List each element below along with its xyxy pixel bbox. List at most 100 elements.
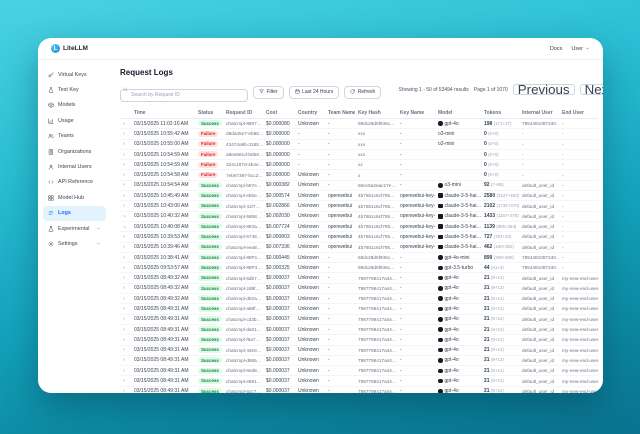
sidebar-item-logs[interactable]: Logs xyxy=(43,205,106,221)
expand-chevron-icon[interactable]: › xyxy=(123,192,125,199)
previous-page-button[interactable]: Previous xyxy=(512,82,575,97)
cell-cost: $0.000000 xyxy=(263,149,295,161)
table-row[interactable]: › 03/15/2025 10:43:00 AM Success chatcmp… xyxy=(120,200,598,212)
expand-chevron-icon[interactable]: › xyxy=(123,203,125,210)
table-row[interactable]: › 03/15/2025 08:49:32 AM Success chatcmp… xyxy=(120,272,598,284)
table-row[interactable]: › 03/15/2025 08:49:31 AM Success chatcmp… xyxy=(120,386,598,393)
expand-chevron-icon[interactable]: › xyxy=(123,388,125,393)
expand-chevron-icon[interactable]: › xyxy=(123,244,125,251)
cell-key-name: - xyxy=(397,272,435,284)
expand-chevron-icon[interactable]: › xyxy=(123,275,125,282)
sidebar-item-internal-users[interactable]: Internal Users xyxy=(43,159,106,174)
refresh-button[interactable]: Refresh xyxy=(344,85,382,99)
table-row[interactable]: › 03/15/2025 08:49:31 AM Success chatcmp… xyxy=(120,355,598,367)
expand-chevron-icon[interactable]: › xyxy=(123,367,125,374)
table-row[interactable]: › 03/15/2025 08:49:31 AM Success chatcmp… xyxy=(120,375,598,387)
expand-chevron-icon[interactable]: › xyxy=(123,151,125,158)
sidebar-item-models[interactable]: Models xyxy=(43,98,106,113)
provider-icon xyxy=(438,203,443,209)
expand-chevron-icon[interactable]: › xyxy=(123,264,125,271)
logs-table-container: Time Status Request ID Cost Country Team Name… xyxy=(120,107,603,393)
table-row[interactable]: › 03/15/2025 10:55:00 AM Failure 43474a9… xyxy=(120,139,598,150)
cell-end-user: - xyxy=(559,139,598,150)
filter-button[interactable]: Filter xyxy=(253,85,284,99)
status-badge: Success xyxy=(198,223,222,230)
sidebar-item-organizations[interactable]: Organizations xyxy=(43,144,106,159)
table-row[interactable]: › 03/15/2025 10:39:46 AM Success chatcmp… xyxy=(120,242,598,253)
expand-chevron-icon[interactable]: › xyxy=(123,161,125,168)
sidebar-item-api-reference[interactable]: API Reference xyxy=(43,175,106,190)
expand-column-header xyxy=(120,107,131,119)
table-row[interactable]: › 03/15/2025 10:54:58 AM Failure 7eb6738… xyxy=(120,169,598,181)
sidebar-item-settings[interactable]: Settings xyxy=(43,236,106,251)
table-row[interactable]: › 03/15/2025 09:53:57 AM Success chatcmp… xyxy=(120,262,598,274)
expand-chevron-icon[interactable]: › xyxy=(123,130,125,137)
expand-chevron-icon[interactable]: › xyxy=(123,378,125,385)
sidebar-item-model-hub[interactable]: Model Hub xyxy=(43,190,106,205)
cell-request-id: chatcmpl-a88f… xyxy=(223,303,263,315)
cell-team-name: - xyxy=(325,283,355,295)
user-menu[interactable]: User xyxy=(571,46,590,52)
table-row[interactable]: › 03/15/2025 10:39:53 AM Success chatcmp… xyxy=(120,231,598,243)
table-row[interactable]: › 03/15/2025 08:49:31 AM Success chatcmp… xyxy=(120,303,598,315)
table-row[interactable]: › 03/15/2025 10:40:08 AM Success chatcmp… xyxy=(120,221,598,233)
expand-chevron-icon[interactable]: › xyxy=(123,120,125,127)
next-page-button[interactable]: Next xyxy=(579,82,603,97)
table-row[interactable]: › 03/15/2025 11:02:10 AM Success chatcmp… xyxy=(120,118,598,130)
sidebar-item-usage[interactable]: Usage xyxy=(43,113,106,128)
cell-team-name: - xyxy=(325,386,355,393)
expand-chevron-icon[interactable]: › xyxy=(123,285,125,292)
sidebar-item-virtual-keys[interactable]: Virtual Keys xyxy=(43,67,106,82)
expand-chevron-icon[interactable]: › xyxy=(123,326,125,333)
sidebar-item-teams[interactable]: Teams xyxy=(43,129,106,144)
search-input[interactable] xyxy=(120,88,248,102)
cell-cost: $0.000037 xyxy=(263,375,295,387)
time-range-button[interactable]: Last 24 Hours xyxy=(288,85,340,99)
table-row[interactable]: › 03/15/2025 08:49:32 AM Success chatcmp… xyxy=(120,293,598,305)
expand-chevron-icon[interactable]: › xyxy=(123,295,125,302)
litellm-logo[interactable]: L LiteLLM xyxy=(51,44,88,53)
cell-key-name: - xyxy=(397,355,435,367)
table-row[interactable]: › 03/15/2025 10:45:49 AM Success chatcmp… xyxy=(120,190,598,202)
table-row[interactable]: › 03/15/2025 08:49:32 AM Success chatcmp… xyxy=(120,283,598,295)
table-row[interactable]: › 03/15/2025 08:49:31 AM Success chatcmp… xyxy=(120,334,598,346)
cell-cost: $0.002030 xyxy=(263,211,295,222)
expand-chevron-icon[interactable]: › xyxy=(123,347,125,354)
status-badge: Failure xyxy=(198,140,219,147)
table-row[interactable]: › 03/15/2025 10:55:42 AM Failure d8da45e… xyxy=(120,128,598,140)
cell-internal-user: default_user_id xyxy=(519,242,559,253)
cell-cost: $0.000574 xyxy=(263,190,295,202)
table-row[interactable]: › 03/15/2025 08:49:31 AM Success chatcmp… xyxy=(120,365,598,377)
table-row[interactable]: › 03/15/2025 10:54:54 AM Success chatcmp… xyxy=(120,180,598,192)
expand-chevron-icon[interactable]: › xyxy=(123,172,125,179)
cell-tokens: 21 (9+12) xyxy=(481,345,519,356)
docs-link[interactable]: Docs xyxy=(549,45,563,52)
table-row[interactable]: › 03/15/2025 08:49:31 AM Success chatcmp… xyxy=(120,345,598,356)
column-header-team-name: Team Name xyxy=(325,107,355,119)
expand-chevron-icon[interactable]: › xyxy=(123,316,125,323)
expand-chevron-icon[interactable]: › xyxy=(123,357,125,364)
cell-cost: $0.000037 xyxy=(263,324,295,336)
cell-model: claude-3-5-hai… xyxy=(444,192,482,199)
expand-chevron-icon[interactable]: › xyxy=(120,215,127,218)
table-row[interactable]: › 03/15/2025 10:54:59 AM Failure 324c187… xyxy=(120,159,598,171)
sidebar-item-experimental[interactable]: Experimental xyxy=(43,221,106,236)
table-row[interactable]: › 03/15/2025 10:38:41 AM Success chatcmp… xyxy=(120,252,598,264)
cell-internal-user: default_user_id xyxy=(519,375,559,387)
table-row[interactable]: › 03/15/2025 08:49:31 AM Success chatcmp… xyxy=(120,314,598,325)
expand-chevron-icon[interactable]: › xyxy=(120,225,127,228)
sidebar-item-test-key[interactable]: Test Key xyxy=(43,82,106,97)
cell-country: Unknown xyxy=(295,355,325,367)
expand-chevron-icon[interactable]: › xyxy=(123,254,125,261)
cell-cost: $0.000000 xyxy=(263,169,295,181)
expand-chevron-icon[interactable]: › xyxy=(123,233,125,240)
expand-chevron-icon[interactable]: › xyxy=(123,182,125,189)
cell-cost: $0.007336 xyxy=(263,242,295,253)
expand-chevron-icon[interactable]: › xyxy=(123,305,125,312)
sidebar-nav: Virtual Keys Test Key Models Usage Teams… xyxy=(38,60,110,393)
expand-chevron-icon[interactable]: › xyxy=(123,336,125,343)
expand-chevron-icon[interactable]: › xyxy=(123,141,125,148)
table-row[interactable]: › 03/15/2025 10:54:59 AM Failure a9ee681… xyxy=(120,149,598,161)
table-row[interactable]: › 03/15/2025 10:40:32 AM Success chatcmp… xyxy=(120,211,598,222)
table-row[interactable]: › 03/15/2025 08:49:31 AM Success chatcmp… xyxy=(120,324,598,336)
